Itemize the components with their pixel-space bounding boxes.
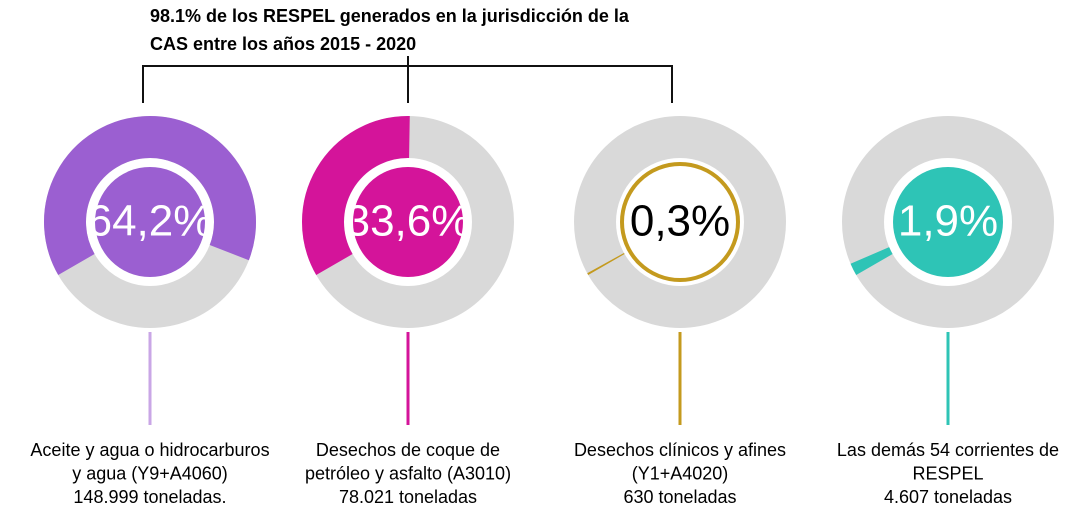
donut-arc bbox=[587, 252, 625, 276]
title-line: CAS entre los años 2015 - 2020 bbox=[150, 34, 416, 54]
category-label: petróleo y asfalto (A3010) bbox=[305, 463, 511, 483]
donut-arc bbox=[850, 246, 893, 275]
category-label: Aceite y agua o hidrocarburos bbox=[30, 440, 269, 460]
title-line: 98.1% de los RESPEL generados en la juri… bbox=[150, 6, 630, 26]
donut-arc bbox=[44, 116, 256, 275]
bracket bbox=[142, 56, 673, 103]
value-label: 1,9% bbox=[898, 197, 998, 246]
category-label: Desechos clínicos y afines bbox=[574, 440, 786, 460]
donut-arc bbox=[302, 116, 410, 275]
donut-center bbox=[353, 167, 463, 277]
value-label: 0,3% bbox=[630, 197, 730, 246]
donut-track bbox=[574, 116, 786, 328]
category-label: Desechos de coque de bbox=[316, 440, 500, 460]
category-label: 78.021 toneladas bbox=[339, 487, 477, 507]
donut-center bbox=[893, 167, 1003, 277]
category-label: Las demás 54 corrientes de bbox=[837, 440, 1059, 460]
category-label: 4.607 toneladas bbox=[884, 487, 1012, 507]
category-label: 148.999 toneladas. bbox=[73, 487, 226, 507]
category-label: (Y1+A4020) bbox=[632, 463, 729, 483]
donut-center bbox=[620, 162, 740, 282]
category-label: 630 toneladas bbox=[623, 487, 736, 507]
bracket-line bbox=[142, 56, 673, 103]
donut-center bbox=[95, 167, 205, 277]
category-label: RESPEL bbox=[912, 463, 983, 483]
value-label: 64,2% bbox=[88, 197, 213, 246]
category-label: y agua (Y9+A4060) bbox=[72, 463, 228, 483]
donut-track bbox=[842, 116, 1054, 328]
value-label: 33,6% bbox=[346, 197, 471, 246]
